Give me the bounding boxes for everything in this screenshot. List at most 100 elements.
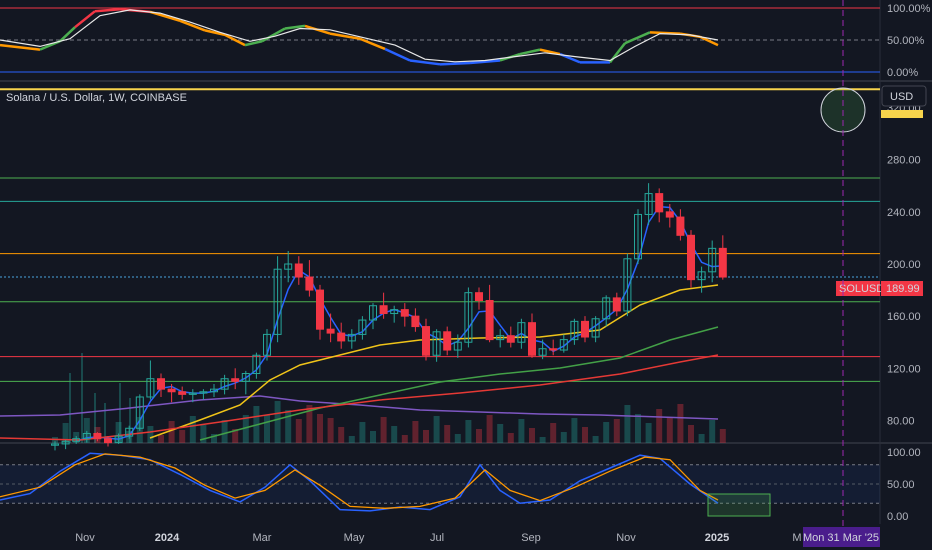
candle-body[interactable] [655, 193, 664, 213]
top-oscillator-k-segment [699, 35, 719, 47]
candle-body[interactable] [390, 309, 399, 315]
top-oscillator-k-segment [409, 59, 441, 66]
candle-body[interactable] [559, 339, 568, 351]
candle-body[interactable] [263, 333, 271, 356]
candle-body[interactable] [528, 322, 536, 356]
candle-body[interactable] [337, 332, 346, 342]
overlay-layer: Mon 31 Mar '25 [803, 0, 880, 547]
candle-body[interactable] [634, 213, 642, 260]
candle-body[interactable] [220, 378, 229, 390]
price-scale-tick-label: 120.00 [887, 363, 921, 375]
time-axis-label: Nov [75, 532, 95, 544]
candle-body[interactable] [538, 348, 547, 356]
candle-body[interactable] [125, 427, 134, 437]
stoch-highlight-box[interactable] [707, 493, 771, 517]
candle-body[interactable] [135, 396, 144, 429]
candle-body[interactable] [146, 378, 155, 398]
candle-body[interactable] [453, 341, 462, 351]
candle-body[interactable] [411, 315, 420, 328]
candle-body[interactable] [506, 335, 515, 343]
candle-body[interactable] [210, 388, 218, 393]
volume-bar [115, 422, 122, 443]
candle-body[interactable] [284, 263, 293, 270]
candle-body[interactable] [294, 263, 303, 278]
candle-body[interactable] [82, 432, 91, 440]
candle-body[interactable] [347, 333, 356, 342]
candle-body[interactable] [231, 378, 240, 382]
candle-body[interactable] [644, 193, 653, 215]
candle-body[interactable] [602, 297, 611, 320]
volume-moving-average [0, 395, 719, 420]
candle-body[interactable] [400, 309, 409, 317]
candle-body[interactable] [676, 216, 685, 236]
candle-body[interactable] [581, 320, 589, 338]
candle-body[interactable] [485, 300, 494, 341]
candle-body[interactable] [697, 271, 706, 281]
volume-bar [200, 425, 207, 443]
candle-body[interactable] [623, 258, 632, 312]
time-axis-label: 2025 [705, 532, 729, 544]
top-oscillator-k-segment [329, 32, 361, 40]
candle-body[interactable] [443, 331, 452, 351]
volume-bar [348, 436, 355, 443]
candle-body[interactable] [369, 305, 377, 321]
candle-body[interactable] [326, 328, 335, 334]
volume-bar [635, 414, 641, 443]
volume-bar [274, 401, 281, 443]
candle-body[interactable] [464, 292, 473, 343]
candle-body[interactable] [570, 320, 579, 341]
candle-body[interactable] [496, 335, 505, 341]
top-oscillator-k-segment [261, 27, 286, 43]
volume-bar [189, 416, 196, 443]
candle-body[interactable] [114, 435, 123, 444]
candle-body[interactable] [475, 292, 483, 302]
candle-body[interactable] [708, 247, 717, 273]
candle-body[interactable] [178, 391, 187, 395]
candle-body[interactable] [358, 319, 367, 335]
time-axis: Nov 2024 Mar May Jul Sep Nov 2025 M [75, 532, 801, 544]
volume-bar [613, 419, 620, 443]
candle-body[interactable] [93, 432, 102, 440]
candle-body[interactable] [241, 373, 250, 382]
top-oscillator-k-segment [149, 10, 181, 22]
candle-body[interactable] [591, 318, 600, 338]
volume-bar [624, 405, 631, 443]
candle-body[interactable] [718, 247, 727, 278]
candle-body[interactable] [665, 211, 674, 218]
candle-body[interactable] [188, 392, 197, 395]
candle-body[interactable] [305, 276, 314, 291]
level-price-tag [881, 110, 923, 118]
candle-body[interactable] [104, 438, 112, 444]
candle-body[interactable] [157, 378, 165, 390]
candle-body[interactable] [252, 354, 261, 375]
volume-bar [603, 422, 610, 443]
volume-bar [497, 424, 504, 443]
top-oscillator-k-segment [469, 59, 501, 65]
last-price-tag [881, 281, 923, 296]
candle-body[interactable] [549, 348, 558, 351]
candle-body[interactable] [273, 268, 282, 335]
volume-bar [179, 430, 186, 443]
top-oscillator-k-segment [244, 40, 263, 47]
candle-body[interactable] [687, 234, 695, 281]
time-axis-label: Nov [616, 532, 636, 544]
candle-body[interactable] [432, 331, 441, 356]
volume-bar [719, 429, 726, 443]
volume-bar [306, 405, 313, 443]
candle-body[interactable] [167, 388, 176, 393]
candle-body[interactable] [612, 297, 621, 312]
candle-body[interactable] [316, 289, 324, 330]
candle-body[interactable] [72, 438, 81, 442]
candle-body[interactable] [422, 326, 430, 356]
candle-body[interactable] [379, 305, 388, 315]
candle-body[interactable] [199, 391, 208, 394]
candle-body[interactable] [61, 440, 70, 445]
volume-bar [158, 435, 164, 443]
volume-bar [465, 420, 472, 443]
candle-body[interactable] [51, 443, 59, 446]
ma-longest-line [0, 354, 719, 441]
candle-body[interactable] [517, 322, 526, 343]
currency-button[interactable] [881, 85, 927, 107]
